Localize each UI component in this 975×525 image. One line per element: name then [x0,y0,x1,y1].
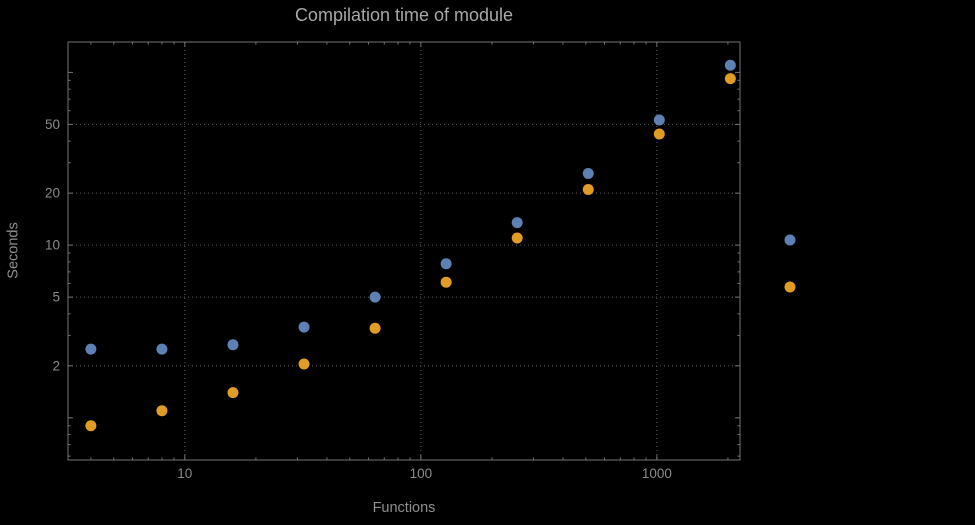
y-tick-label: 50 [45,117,60,132]
y-axis-label: Seconds [5,222,22,279]
data-point-orange [511,232,523,244]
data-point-orange [298,358,310,370]
data-point-orange [156,405,168,417]
data-point-orange [724,73,736,85]
data-point-blue [440,258,452,270]
x-tick-label: 100 [410,466,433,481]
x-axis-label: Functions [372,500,436,516]
data-point-orange [85,420,97,432]
y-tick-label: 5 [52,290,60,305]
data-point-blue [298,321,310,333]
data-point-blue [511,217,523,229]
data-point-blue [156,343,168,355]
plot-frame [67,41,741,461]
y-tick-label: 10 [45,238,60,253]
data-point-orange [369,322,381,334]
y-tick-label: 20 [45,186,60,201]
data-point-blue [582,167,594,179]
data-point-orange [653,128,665,140]
legend-marker [784,281,796,293]
chart-title: Compilation time of module [294,5,514,25]
data-point-blue [369,291,381,303]
data-point-orange [440,276,452,288]
data-point-orange [582,183,594,195]
data-point-blue [653,114,665,126]
x-tick-label: 10 [177,466,192,481]
data-point-blue [724,59,736,71]
data-point-blue [227,339,239,351]
x-tick-label: 1000 [642,466,672,481]
data-point-orange [227,387,239,399]
data-point-blue [85,343,97,355]
y-tick-label: 2 [52,358,60,373]
legend-marker [784,234,796,246]
